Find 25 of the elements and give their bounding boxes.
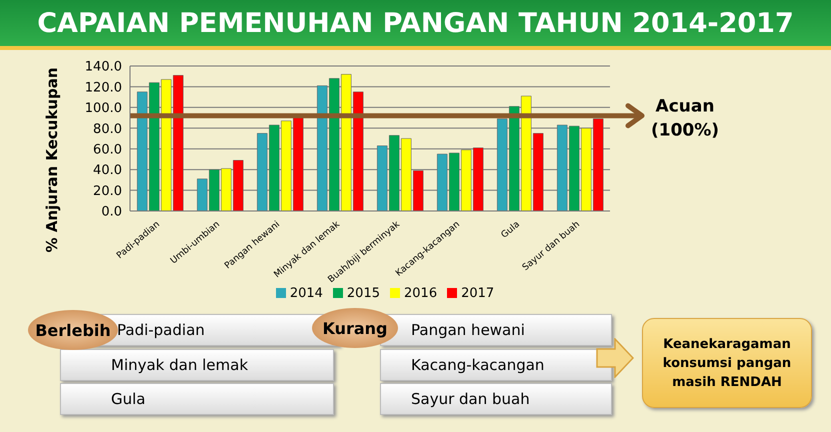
y-tick-label: 140.0 bbox=[84, 60, 122, 75]
x-tick-label: Gula bbox=[500, 220, 522, 241]
chart-title: CAPAIAN PEMENUHAN PANGAN TAHUN 2014-2017 bbox=[37, 8, 794, 38]
legend-label: 2016 bbox=[404, 286, 438, 301]
text: Gula bbox=[60, 383, 334, 415]
legend-label: 2017 bbox=[461, 286, 494, 301]
legend-label: 2014 bbox=[290, 286, 323, 301]
text: Kurang bbox=[312, 308, 398, 348]
y-tick-label: 60.0 bbox=[93, 142, 122, 158]
y-tick-label: 80.0 bbox=[93, 122, 122, 137]
text: Minyak dan lemak bbox=[60, 349, 334, 381]
legend-label: 2015 bbox=[346, 286, 380, 301]
y-tick-label: 0.0 bbox=[101, 204, 122, 220]
y-tick-label: 120.0 bbox=[84, 80, 122, 96]
text: Keanekaragaman konsumsi pangan masih RENDAH bbox=[642, 318, 812, 408]
text: Berlebih bbox=[28, 310, 118, 350]
y-tick-label: 20.0 bbox=[93, 184, 122, 199]
text: Padi-padian bbox=[117, 321, 205, 339]
y-tick-label: 40.0 bbox=[93, 163, 122, 178]
text: Pangan hewani bbox=[411, 321, 525, 339]
text: Kacang-kacangan bbox=[380, 349, 612, 381]
y-tick-label: 100.0 bbox=[84, 101, 122, 116]
text: Sayur dan buah bbox=[380, 383, 612, 415]
ref-line-label: Acuan (100%) bbox=[650, 96, 720, 141]
y-axis-title: % Anjuran Kecukupan bbox=[43, 67, 61, 253]
